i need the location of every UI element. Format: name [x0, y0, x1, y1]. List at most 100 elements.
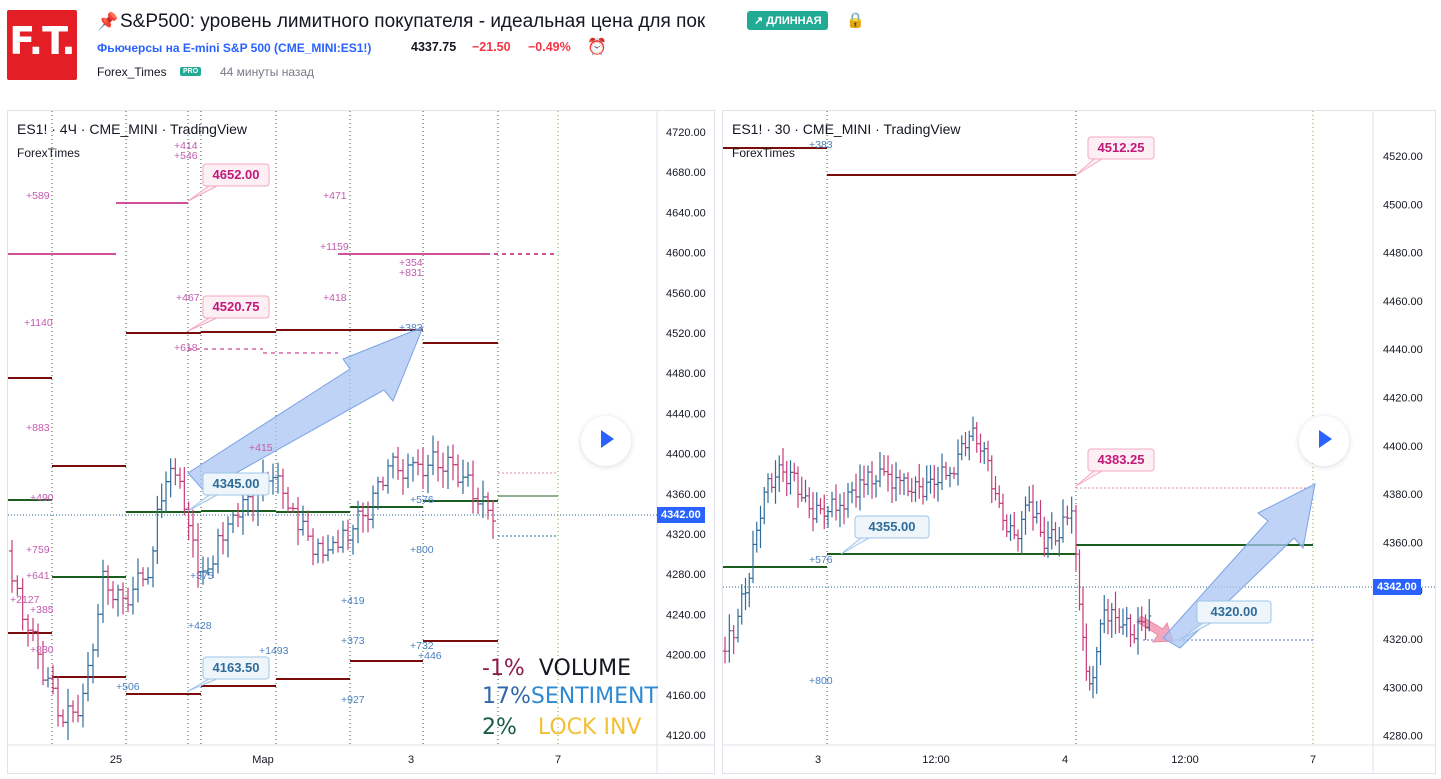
- right-chart-pane[interactable]: +383 +576 +800 4520.00 4500.00 4480.00 4460.0…: [722, 110, 1436, 774]
- volume-delta-label: +831: [399, 267, 423, 279]
- volume-delta-label: +414: [174, 140, 198, 152]
- stat-volume: -1% VOLUME: [482, 656, 631, 681]
- price-axis-label: 4300.00: [1383, 682, 1423, 694]
- price-axis-label: 4240.00: [666, 609, 706, 621]
- price-change-percent: −0.49%: [528, 40, 571, 54]
- price-axis-label: 4600.00: [666, 248, 706, 260]
- price-callout-label: 4652.00: [213, 167, 260, 182]
- price-callout-label: 4320.00: [1211, 604, 1258, 619]
- volume-delta-label: +506: [116, 681, 140, 693]
- price-callout[interactable]: 4520.75: [187, 295, 270, 332]
- play-icon: [601, 430, 614, 448]
- price-callout[interactable]: 4383.25: [1075, 448, 1155, 487]
- price-callout-label: 4383.25: [1098, 452, 1145, 467]
- price-callout[interactable]: 4345.00: [187, 472, 270, 512]
- time-axis-label: 12:00: [1171, 754, 1199, 766]
- price-callout[interactable]: 4163.50: [187, 656, 270, 692]
- volume-delta-label: +415: [249, 442, 273, 454]
- volume-delta-label: +373: [341, 635, 365, 647]
- price-axis-label: 4320.00: [666, 529, 706, 541]
- volume-delta-label: +927: [341, 694, 365, 706]
- volume-delta-label: +446: [418, 650, 442, 662]
- price-callout-label: 4512.25: [1098, 140, 1145, 155]
- volume-delta-label: +419: [341, 595, 365, 607]
- right-chart-title: ES1! · 30 · CME_MINI · TradingView: [732, 121, 961, 137]
- price-callout[interactable]: 4320.00: [1180, 600, 1272, 640]
- volume-delta-label: +383: [399, 322, 423, 334]
- price-axis-label: 4640.00: [666, 207, 706, 219]
- volume-delta-label: +1140: [24, 317, 53, 329]
- price-axis-label: 4120.00: [666, 730, 706, 742]
- left-chart-canvas: +589 +414+546 +471 +1159 +354+831 +467 +418 +11…: [8, 111, 714, 773]
- volume-delta-label: +418: [323, 292, 347, 304]
- price-callout-label: 4355.00: [869, 519, 916, 534]
- price-axis-label: 4520.00: [666, 328, 706, 340]
- price-axis-label: 4400.00: [1383, 441, 1423, 453]
- volume-delta-label: +385: [30, 604, 54, 616]
- volume-delta-label: +641: [26, 570, 50, 582]
- price-axis-label: 4480.00: [666, 368, 706, 380]
- left-chart-pane[interactable]: +589 +414 +546 +471 +1159 +354 +831 +467 +418 +11…: [7, 110, 715, 774]
- stat-lock-inv: 2% LOCK INV: [482, 715, 642, 740]
- volume-delta-label: +375: [190, 570, 214, 582]
- time-axis-label: 7: [1310, 754, 1316, 766]
- time-axis-label: 3: [815, 754, 821, 766]
- volume-delta-label: +618: [174, 342, 198, 354]
- right-current-price-label: 4342.00: [1373, 579, 1421, 595]
- price-axis-label: 4420.00: [1383, 393, 1423, 405]
- price-axis-label: 4200.00: [666, 650, 706, 662]
- time-axis-label: 25: [110, 754, 122, 766]
- price-axis-label: 4320.00: [1383, 634, 1423, 646]
- time-axis-label: Мар: [252, 754, 274, 766]
- play-icon: [1319, 430, 1332, 448]
- idea-header: F.T. 📌 S&P500: уровень лимитного покупат…: [0, 0, 1441, 100]
- left-play-button[interactable]: [581, 416, 631, 466]
- price-callout-label: 4520.75: [213, 299, 260, 314]
- stat-sentiment: 17%SENTIMENT: [482, 684, 658, 709]
- lock-icon: 🔒: [846, 12, 865, 29]
- volume-delta-label: +383: [809, 139, 833, 151]
- price-axis-label: 4280.00: [1383, 731, 1423, 743]
- price-callout-label: 4163.50: [213, 660, 260, 675]
- volume-delta-label: +2127: [10, 594, 40, 606]
- volume-delta-label: +800: [410, 544, 434, 556]
- left-chart-subtitle: ForexTimes: [17, 146, 80, 160]
- price-axis-label: 4720.00: [666, 127, 706, 139]
- left-chart-title: ES1! · 4Ч · CME_MINI · TradingView: [17, 121, 248, 137]
- price-axis-label: 4480.00: [1383, 248, 1423, 260]
- price-axis-label: 4440.00: [666, 408, 706, 420]
- volume-delta-label: +800: [809, 675, 833, 687]
- price-change: −21.50: [472, 40, 511, 54]
- volume-delta-label: +1159: [320, 241, 349, 253]
- right-chart-subtitle: ForexTimes: [732, 146, 795, 160]
- volume-delta-label: +759: [26, 544, 50, 556]
- publish-time: 44 минуты назад: [220, 65, 315, 79]
- price-callout-label: 4345.00: [213, 476, 260, 491]
- author-logo[interactable]: F.T.: [7, 10, 77, 80]
- price-axis-label: 4400.00: [666, 449, 706, 461]
- price-callout[interactable]: 4652.00: [187, 163, 270, 202]
- time-axis-label: 3: [408, 754, 414, 766]
- volume-delta-label: +471: [323, 190, 347, 202]
- volume-delta-label: +1493: [259, 645, 289, 657]
- volume-delta-label: +589: [26, 190, 50, 202]
- symbol-link[interactable]: Фьючерсы на E-mini S&P 500 (CME_MINI:ES1…: [97, 41, 372, 55]
- right-play-button[interactable]: [1299, 416, 1349, 466]
- author-name[interactable]: Forex_Times: [97, 65, 167, 79]
- price-axis-label: 4380.00: [1383, 489, 1423, 501]
- price-callout[interactable]: 4355.00: [840, 515, 930, 555]
- pro-badge: PRO: [180, 67, 202, 76]
- price-axis-label: 4460.00: [1383, 296, 1423, 308]
- volume-delta-label: +576: [809, 554, 833, 566]
- volume-delta-label: +354: [399, 257, 423, 269]
- volume-delta-label: +830: [30, 644, 54, 656]
- idea-title: S&P500: уровень лимитного покупателя - и…: [120, 11, 706, 32]
- volume-delta-label: +883: [26, 422, 50, 434]
- price-axis-label: 4520.00: [1383, 151, 1423, 163]
- price-axis-label: 4500.00: [1383, 199, 1423, 211]
- left-current-price-label: 4342.00: [657, 507, 705, 523]
- volume-delta-label: +546: [174, 150, 198, 162]
- price-callout[interactable]: 4512.25: [1075, 136, 1155, 176]
- price-axis-label: 4280.00: [666, 569, 706, 581]
- alarm-clock-icon[interactable]: ⏰: [587, 39, 607, 56]
